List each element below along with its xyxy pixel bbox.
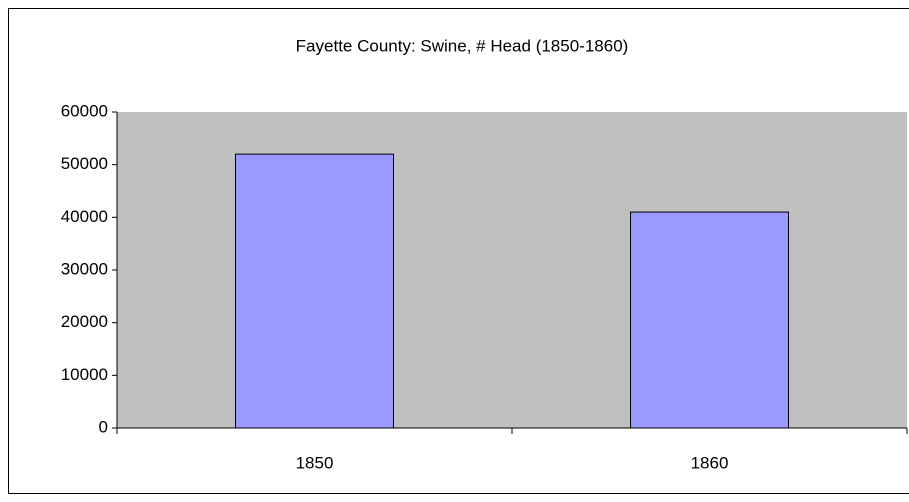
y-tick-label: 0 bbox=[99, 417, 108, 436]
bar bbox=[630, 211, 789, 429]
y-tick-label: 60000 bbox=[61, 101, 108, 120]
x-tick-label: 1850 bbox=[296, 453, 334, 472]
y-tick-label: 20000 bbox=[61, 312, 108, 331]
y-tick-label: 30000 bbox=[61, 259, 108, 278]
chart-title: Fayette County: Swine, # Head (1850-1860… bbox=[296, 36, 629, 55]
x-tick-label: 1860 bbox=[691, 453, 729, 472]
y-tick-label: 50000 bbox=[61, 154, 108, 173]
y-tick-label: 10000 bbox=[61, 365, 108, 384]
y-tick-label: 40000 bbox=[61, 207, 108, 226]
bar bbox=[235, 153, 394, 429]
